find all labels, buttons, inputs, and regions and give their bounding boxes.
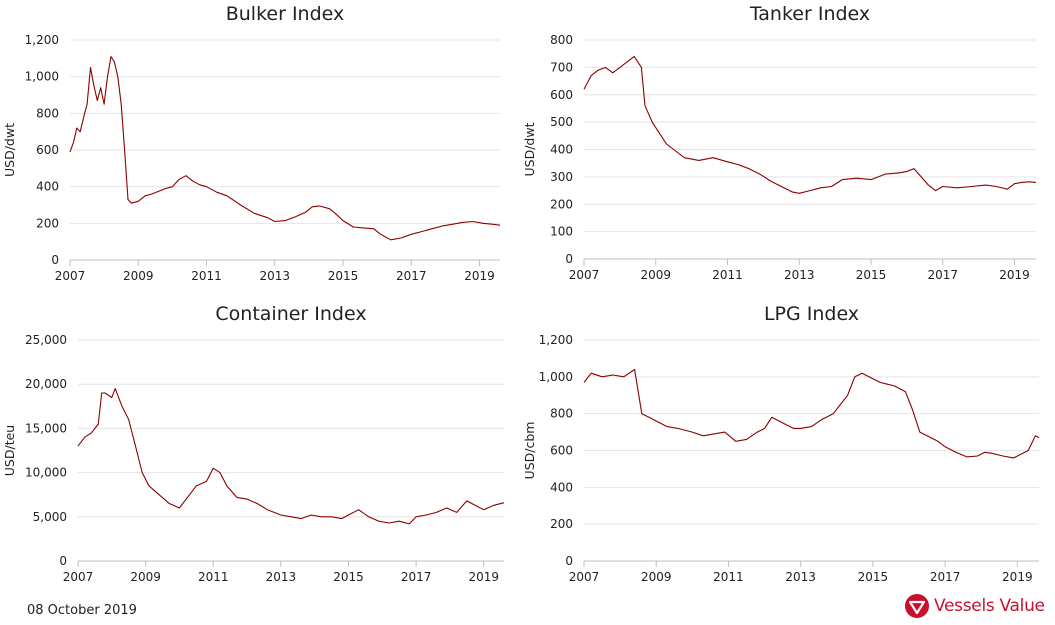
x-tick-label: 2007: [569, 570, 600, 584]
y-tick-label: 1,000: [539, 370, 573, 384]
chart-title: Bulker Index: [226, 3, 345, 25]
x-tick-label: 2011: [712, 268, 743, 282]
y-tick-label: 300: [550, 170, 573, 184]
container-index-chart: Container Index 0 5,000 10,000 15,000 20,000 2…: [0, 297, 520, 594]
y-tick-label: 600: [36, 143, 59, 157]
x-tick-label: 2015: [333, 570, 364, 584]
y-tick-label: 200: [36, 216, 59, 230]
y-tick-label: 15,000: [25, 421, 67, 435]
x-tick-label: 2019: [468, 570, 499, 584]
x-tick-label: 2019: [999, 268, 1030, 282]
x-tick-label: 2009: [123, 269, 154, 283]
y-tick-label: 0: [51, 253, 59, 267]
y-axis-label: USD/dwt: [522, 122, 537, 176]
y-tick-label: 1,000: [25, 70, 59, 84]
x-tick-label: 2007: [63, 570, 94, 584]
y-tick-label: 400: [550, 480, 573, 494]
report-date: 08 October 2019: [27, 603, 137, 618]
bulker-index-chart: Bulker Index 0 200 400 600 800 1,000 1,200 2007 2…: [0, 0, 520, 297]
x-tick-label: 2009: [641, 570, 672, 584]
y-tick-label: 800: [550, 407, 573, 421]
x-tick-label: 2017: [401, 570, 432, 584]
y-axis-label: USD/dwt: [2, 123, 17, 177]
series-line: [69, 55, 501, 241]
chart-title: Tanker Index: [749, 3, 870, 25]
x-tick-label: 2007: [569, 268, 600, 282]
y-tick-label: 500: [550, 115, 573, 129]
vessels-value-logo[interactable]: Vessels Value: [905, 593, 1045, 619]
vessels-value-logo-icon: [905, 594, 929, 618]
y-tick-label: 800: [36, 106, 59, 120]
x-tick-label: 2017: [396, 269, 427, 283]
x-tick-label: 2013: [784, 268, 815, 282]
x-tick-label: 2013: [785, 570, 816, 584]
series-line: [583, 368, 1040, 459]
chart-title: Container Index: [215, 303, 366, 325]
chart-title: LPG Index: [764, 303, 859, 325]
x-tick-label: 2015: [328, 269, 359, 283]
brand-name: Vessels Value: [934, 596, 1045, 616]
y-tick-label: 0: [59, 554, 67, 568]
y-tick-label: 400: [36, 180, 59, 194]
y-tick-label: 200: [550, 517, 573, 531]
x-tick-label: 2019: [1002, 570, 1033, 584]
x-tick-label: 2011: [198, 570, 229, 584]
y-tick-label: 5,000: [33, 510, 67, 524]
y-tick-label: 1,200: [25, 33, 59, 47]
series-line: [77, 388, 505, 525]
tanker-index-svg: Tanker Index 0 100 200 300 400 500 600 700 800 200…: [522, 3, 1037, 282]
x-tick-label: 2009: [130, 570, 161, 584]
y-axis-label: USD/cbm: [522, 422, 537, 480]
y-tick-label: 0: [565, 554, 573, 568]
x-tick-label: 2019: [464, 269, 495, 283]
x-tick-label: 2009: [640, 268, 671, 282]
x-tick-label: 2013: [266, 570, 297, 584]
x-tick-label: 2017: [927, 268, 958, 282]
y-axis-label: USD/teu: [2, 425, 17, 476]
y-tick-label: 600: [550, 444, 573, 458]
y-tick-label: 700: [550, 60, 573, 74]
lpg-index-chart: LPG Index 0 200 400 600 800 1,000 1,200 2007 2009…: [520, 297, 1040, 594]
y-tick-label: 0: [565, 252, 573, 266]
y-tick-label: 25,000: [25, 333, 67, 347]
x-tick-label: 2007: [55, 269, 86, 283]
y-tick-label: 100: [550, 225, 573, 239]
y-tick-label: 800: [550, 33, 573, 47]
y-tick-label: 20,000: [25, 377, 67, 391]
bulker-index-svg: Bulker Index 0 200 400 600 800 1,000 1,200 2007 2…: [2, 3, 501, 283]
x-tick-label: 2011: [191, 269, 222, 283]
container-index-svg: Container Index 0 5,000 10,000 15,000 20,000 2…: [2, 303, 505, 584]
tanker-index-chart: Tanker Index 0 100 200 300 400 500 600 700 800 200…: [520, 0, 1040, 297]
y-tick-label: 400: [550, 143, 573, 157]
y-tick-label: 10,000: [25, 466, 67, 480]
x-tick-label: 2015: [856, 268, 887, 282]
x-tick-label: 2013: [259, 269, 290, 283]
y-tick-label: 1,200: [539, 333, 573, 347]
x-tick-label: 2011: [713, 570, 744, 584]
x-tick-label: 2015: [858, 570, 889, 584]
y-tick-label: 600: [550, 88, 573, 102]
series-line: [583, 55, 1037, 194]
lpg-index-svg: LPG Index 0 200 400 600 800 1,000 1,200 2007 2009…: [522, 303, 1040, 584]
y-tick-label: 200: [550, 197, 573, 211]
x-tick-label: 2017: [930, 570, 961, 584]
